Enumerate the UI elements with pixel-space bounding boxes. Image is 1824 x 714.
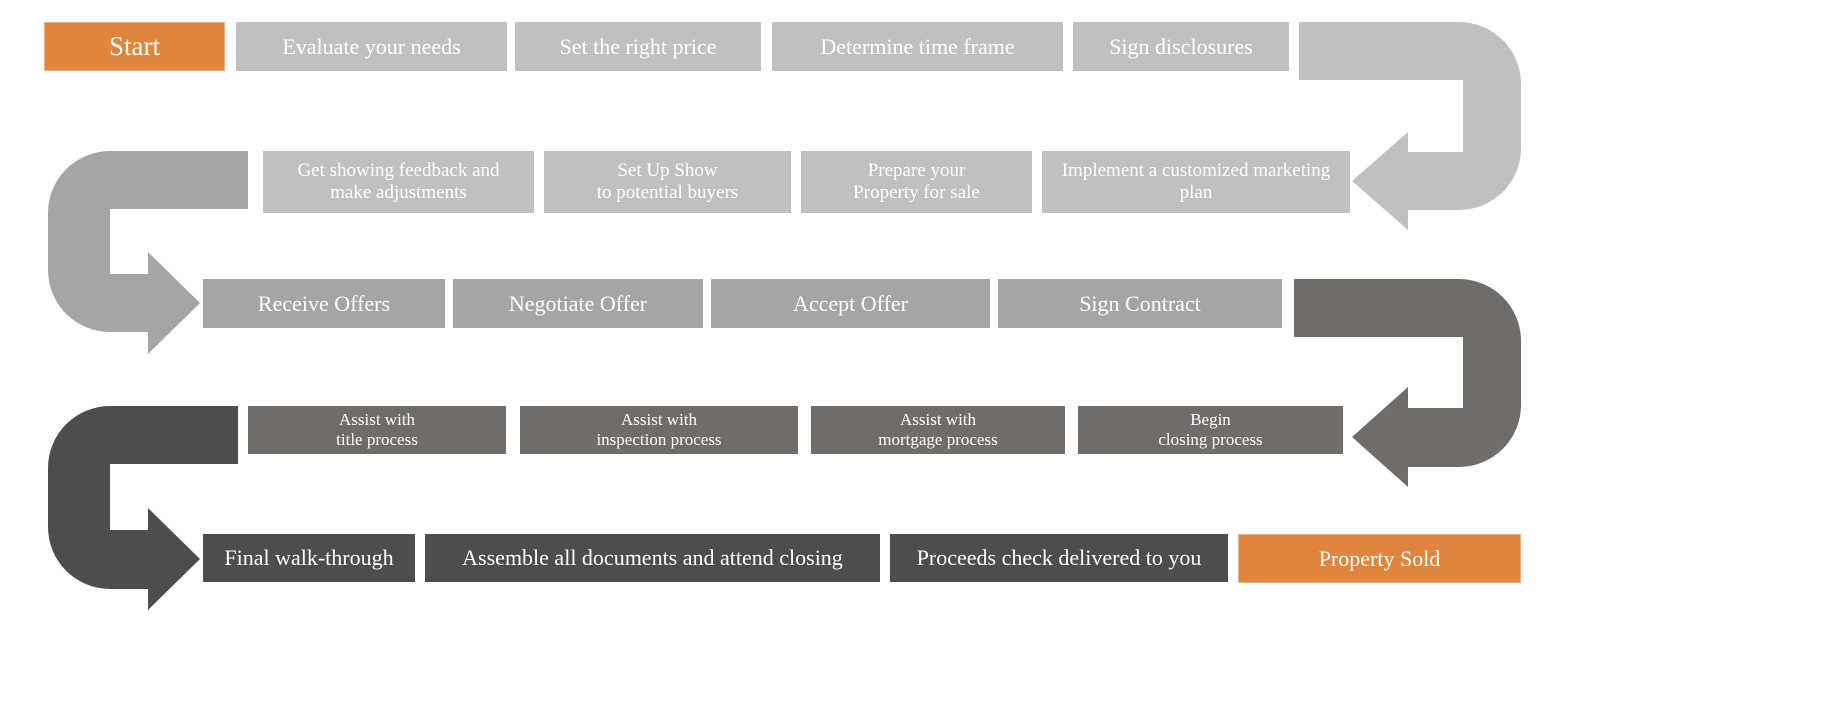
connector-row3-to-row4 xyxy=(1294,279,1521,487)
node-receive-offers[interactable]: Receive Offers xyxy=(203,279,445,328)
node-start[interactable]: Start xyxy=(44,22,225,71)
node-assist-title-process[interactable]: Assist with title process xyxy=(248,406,506,454)
node-assemble-documents[interactable]: Assemble all documents and attend closin… xyxy=(425,534,880,582)
node-property-sold[interactable]: Property Sold xyxy=(1238,534,1521,583)
node-determine-time-frame[interactable]: Determine time frame xyxy=(772,22,1063,71)
node-set-up-show[interactable]: Set Up Show to potential buyers xyxy=(544,151,791,213)
node-final-walk-through[interactable]: Final walk-through xyxy=(203,534,415,582)
node-implement-marketing-plan[interactable]: Implement a customized marketing plan xyxy=(1042,151,1350,213)
node-set-the-right-price[interactable]: Set the right price xyxy=(515,22,761,71)
node-evaluate-your-needs[interactable]: Evaluate your needs xyxy=(236,22,507,71)
node-begin-closing-process[interactable]: Begin closing process xyxy=(1078,406,1343,454)
node-assist-inspection-process[interactable]: Assist with inspection process xyxy=(520,406,798,454)
node-proceeds-check[interactable]: Proceeds check delivered to you xyxy=(890,534,1228,582)
node-negotiate-offer[interactable]: Negotiate Offer xyxy=(453,279,703,328)
node-sign-contract[interactable]: Sign Contract xyxy=(998,279,1282,328)
node-prepare-property[interactable]: Prepare your Property for sale xyxy=(801,151,1032,213)
node-sign-disclosures[interactable]: Sign disclosures xyxy=(1073,22,1289,71)
node-accept-offer[interactable]: Accept Offer xyxy=(711,279,990,328)
node-get-showing-feedback[interactable]: Get showing feedback and make adjustment… xyxy=(263,151,534,213)
node-assist-mortgage-process[interactable]: Assist with mortgage process xyxy=(811,406,1065,454)
